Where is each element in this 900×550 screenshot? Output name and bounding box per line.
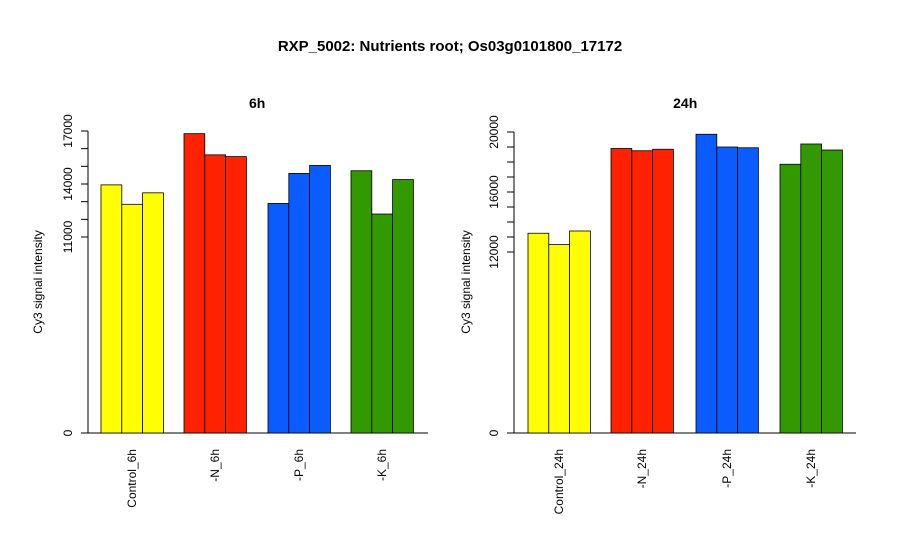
chart-1-y-tick-label: 14000 <box>61 167 75 201</box>
chart-2-bar <box>779 163 802 434</box>
chart-1-bar <box>309 165 331 434</box>
chart-1-category-label: -K_6h <box>375 449 389 481</box>
chart-1-y-tick-label: 11000 <box>61 220 75 253</box>
chart-1-bar <box>142 192 164 434</box>
chart-1-bar <box>267 203 290 434</box>
chart-1-y-tick-label: 17000 <box>61 114 75 148</box>
chart-1-category-label: Control_6h <box>125 449 139 508</box>
chart-2-bar <box>610 148 633 434</box>
chart-1-y-tick-label: 0 <box>61 429 75 436</box>
chart-1-bar <box>350 170 373 434</box>
chart-2-category-label: -N_24h <box>635 449 649 488</box>
chart-2-bar <box>527 232 550 434</box>
chart-2-category-label: -P_24h <box>720 449 734 488</box>
chart-1-bar <box>100 184 123 434</box>
chart-1-bar <box>371 213 393 434</box>
chart-1-bar <box>225 156 247 434</box>
chart-1-bar <box>204 154 227 434</box>
chart-2-bar <box>821 149 843 434</box>
chart-2-bar <box>716 146 738 434</box>
chart-1-bar <box>121 203 144 434</box>
chart-2-y-tick-label: 12000 <box>487 235 501 269</box>
chart-2-title: 24h <box>673 95 697 111</box>
chart-2-ylabel: Cy3 signal intensity <box>459 230 473 333</box>
chart-2-bar <box>737 147 759 434</box>
chart-2-y-tick-label: 20000 <box>487 115 501 149</box>
chart-1-category-label: -N_6h <box>208 449 222 482</box>
chart-2-y-tick-label: 16000 <box>487 175 501 209</box>
chart-1-category-label: -P_6h <box>292 449 306 481</box>
chart-1-bar <box>288 172 310 434</box>
chart-2-category-label: Control_24h <box>552 449 566 514</box>
chart-2-bar <box>695 133 718 434</box>
chart-1-ylabel: Cy3 signal intensity <box>31 230 45 333</box>
chart-2-bar <box>652 148 674 434</box>
chart-2-bar <box>631 150 653 434</box>
chart-1-title: 6h <box>249 95 265 111</box>
chart-1-bar <box>183 133 206 434</box>
chart-2-y-tick-label: 0 <box>487 429 501 436</box>
chart-2-category-label: -K_24h <box>804 449 818 488</box>
chart-2-bar <box>569 230 591 434</box>
chart-1-bar <box>392 179 414 434</box>
figure-title: RXP_5002: Nutrients root; Os03g0101800_1… <box>277 38 623 55</box>
chart-2-bar <box>800 143 822 434</box>
chart-2-bar <box>548 244 570 434</box>
